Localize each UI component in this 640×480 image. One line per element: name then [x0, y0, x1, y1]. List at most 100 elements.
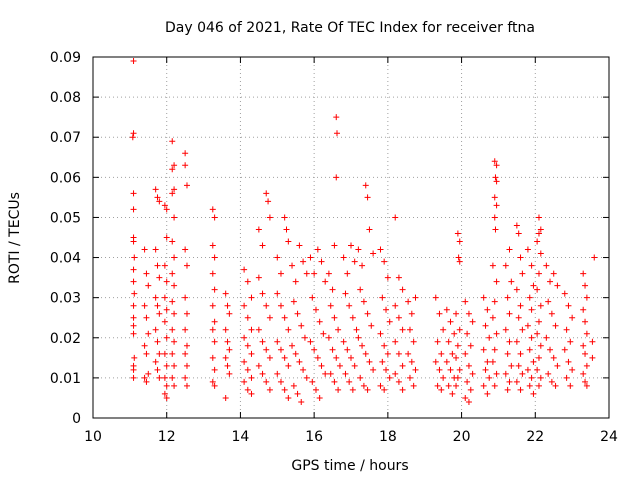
data-point: [182, 374, 189, 381]
data-point: [211, 254, 218, 261]
data-point: [440, 326, 447, 333]
data-point: [156, 198, 163, 205]
data-point: [432, 294, 439, 301]
data-point: [453, 382, 460, 389]
data-point: [462, 350, 469, 357]
data-point: [161, 294, 168, 301]
data-point: [183, 310, 190, 317]
data-point: [537, 342, 544, 349]
data-point: [130, 314, 137, 321]
data-point: [528, 374, 535, 381]
data-point: [131, 254, 138, 261]
x-tick-labels: 10 12 14 16 18 20 22 24: [84, 429, 618, 445]
data-point: [274, 338, 281, 345]
data-point: [211, 318, 218, 325]
data-point: [183, 182, 190, 189]
data-point: [222, 290, 229, 297]
data-point: [519, 326, 526, 333]
data-point: [513, 222, 520, 229]
data-point: [274, 290, 281, 297]
data-point: [224, 302, 231, 309]
data-point: [517, 386, 524, 393]
data-point: [130, 238, 137, 245]
data-point: [289, 342, 296, 349]
data-point: [506, 246, 513, 253]
data-point: [357, 286, 364, 293]
y-tick-label: 0.02: [50, 331, 81, 347]
data-point: [143, 378, 150, 385]
data-point: [582, 378, 589, 385]
data-point: [154, 262, 161, 269]
data-point: [209, 326, 216, 333]
y-tick-labels: 0 0.01 0.02 0.03 0.04 0.05 0.06 0.07 0.08 0.09: [50, 50, 81, 427]
data-point: [130, 130, 137, 137]
data-point: [211, 214, 218, 221]
data-point: [582, 350, 589, 357]
data-point: [526, 346, 533, 353]
data-point: [405, 298, 412, 305]
chart-title: Day 046 of 2021, Rate Of TEC Index for r…: [165, 20, 535, 36]
data-point: [438, 350, 445, 357]
data-point: [248, 294, 255, 301]
data-point: [169, 238, 176, 245]
data-point: [504, 294, 511, 301]
data-point: [469, 318, 476, 325]
data-point: [129, 134, 136, 141]
data-point: [493, 178, 500, 185]
data-point: [346, 302, 353, 309]
y-tick-label: 0.03: [50, 291, 81, 307]
data-point: [152, 358, 159, 365]
data-point: [259, 290, 266, 297]
data-point: [130, 374, 137, 381]
data-point: [312, 306, 319, 313]
data-point: [183, 362, 190, 369]
data-point: [285, 362, 292, 369]
data-point: [528, 334, 535, 341]
data-point: [491, 214, 498, 221]
data-point: [283, 226, 290, 233]
data-point: [333, 354, 340, 361]
x-tick-label: 10: [84, 429, 102, 445]
data-point: [506, 378, 513, 385]
x-tick-label: 16: [305, 429, 323, 445]
data-point: [464, 330, 471, 337]
data-point: [182, 162, 189, 169]
data-point: [141, 374, 148, 381]
data-point: [513, 286, 520, 293]
data-point: [537, 250, 544, 257]
data-point: [455, 254, 462, 261]
data-point: [456, 258, 463, 265]
data-point: [131, 354, 138, 361]
data-point: [445, 382, 452, 389]
data-point: [331, 378, 338, 385]
data-point: [405, 350, 412, 357]
data-point: [340, 254, 347, 261]
data-point: [392, 370, 399, 377]
data-point: [535, 214, 542, 221]
data-point: [211, 366, 218, 373]
data-point: [248, 374, 255, 381]
data-point: [384, 350, 391, 357]
data-point: [298, 322, 305, 329]
y-tick-label: 0.07: [50, 130, 81, 146]
data-point: [145, 330, 152, 337]
data-point: [265, 198, 272, 205]
data-point: [383, 366, 390, 373]
data-point: [563, 374, 570, 381]
data-point: [513, 338, 520, 345]
data-point: [277, 378, 284, 385]
data-point: [567, 382, 574, 389]
data-point: [535, 354, 542, 361]
data-point: [491, 382, 498, 389]
data-point: [344, 270, 351, 277]
data-point: [296, 358, 303, 365]
data-point: [292, 278, 299, 285]
data-point: [360, 298, 367, 305]
data-point: [349, 386, 356, 393]
data-point: [259, 242, 266, 249]
data-point: [281, 354, 288, 361]
data-point: [211, 286, 218, 293]
data-point: [182, 246, 189, 253]
data-point: [318, 258, 325, 265]
